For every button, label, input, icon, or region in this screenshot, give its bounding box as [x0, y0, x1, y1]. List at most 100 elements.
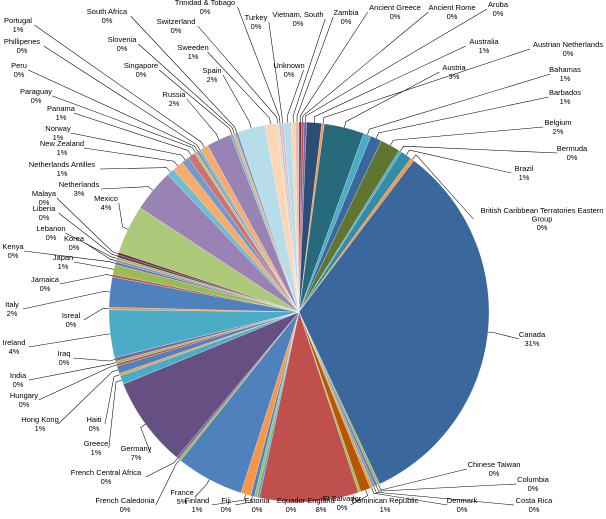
leader-line-trinidad-tobago	[237, 6, 281, 124]
leader-line-peru	[28, 69, 198, 152]
slice-label-vietnam-south: Vietnam, South 0%	[272, 10, 323, 28]
leader-line-portugal	[34, 24, 205, 148]
slice-label-isreal: Isreal 0%	[62, 311, 81, 329]
leader-line-sweeden	[207, 51, 271, 125]
pie-slice-england	[259, 311, 359, 503]
slice-label-ancient-greece: Ancient Greece 0%	[369, 3, 421, 21]
slice-label-korea: Korea 0%	[64, 234, 85, 252]
leader-line-panama	[73, 112, 192, 156]
leader-line-france	[194, 479, 210, 498]
slice-label-slovenia: Slovenia 0%	[108, 35, 138, 53]
slice-label-south-africa: South Africa 0%	[87, 7, 128, 25]
leader-line-austrian-netherlands	[322, 48, 531, 124]
leader-line-denmark	[371, 487, 448, 506]
leader-line-chinese-taiwan	[378, 468, 467, 491]
slice-label-jamaica: Jamaica 0%	[31, 275, 60, 293]
leader-line-brazil	[405, 149, 512, 174]
leader-line-aruba	[305, 8, 488, 123]
slice-label-ancient-rome: Ancient Rome 0%	[428, 3, 475, 21]
leader-line-phillipenes	[43, 45, 201, 151]
slice-label-columbia: Columbia 0%	[517, 475, 550, 493]
slice-label-brazil: Brazil 1%	[515, 164, 534, 182]
leader-line-hungary	[38, 364, 117, 401]
slice-label-portugal: Portugal 1%	[4, 16, 32, 34]
leader-line-canada	[487, 331, 520, 340]
slice-label-england: England 8%	[307, 496, 335, 514]
leader-line-costa-rica	[373, 486, 515, 506]
slice-label-canada: Canada 31%	[519, 330, 546, 348]
slice-label-germany: Germany 7%	[121, 444, 152, 462]
leader-line-british-caribbean-terratories-eastern-group	[412, 154, 474, 220]
slice-label-france: France 5%	[170, 488, 193, 506]
leader-line-spain	[222, 74, 252, 129]
leader-line-zambia	[296, 16, 334, 123]
slice-label-turkey: Turkey 0%	[245, 13, 268, 31]
slice-label-italy: Italy 2%	[5, 300, 19, 318]
slice-label-barbados: Barbados 1%	[549, 88, 581, 106]
slice-label-spain: Spain 2%	[202, 66, 221, 84]
leader-line-french-caledonia	[155, 459, 180, 506]
leader-line-malaya	[56, 197, 119, 254]
slice-label-aruba: Aruba 0%	[488, 0, 509, 18]
leader-line-finland	[211, 494, 246, 506]
slice-label-el-salvador: El Salvador 0%	[323, 494, 362, 512]
leader-line-korea	[84, 242, 117, 262]
slice-label-bahamas: Bahamas 1%	[549, 65, 581, 83]
slice-label-japan: Japan 1%	[53, 253, 73, 271]
slice-label-bermuda: Bermuda 0%	[557, 144, 588, 162]
leader-line-russia	[186, 98, 220, 140]
slice-label-french-central-africa: French Central Africa 0%	[71, 468, 142, 486]
leader-line-unknown	[286, 69, 304, 123]
leader-line-india	[28, 362, 116, 381]
slice-label-estonia: Estonia 0%	[244, 496, 270, 514]
slice-label-hungary: Hungary 0%	[10, 391, 39, 409]
leader-line-paraguay	[52, 95, 196, 153]
leader-line-bahamas	[367, 73, 551, 135]
slice-label-switzerland: Switzerland 0%	[157, 17, 196, 35]
leader-line-kenya	[23, 250, 116, 264]
leader-line-singapore	[159, 69, 233, 135]
slice-label-peru: Peru 0%	[11, 61, 27, 79]
slice-label-equador: Equador 0%	[277, 496, 306, 514]
slice-label-netherlands-antilles: Netherlands Antilles 1%	[29, 160, 96, 178]
slice-label-paraguay: Paraguay 0%	[20, 87, 52, 105]
leader-line-columbia	[375, 483, 517, 492]
slice-label-norway: Norway 1%	[45, 124, 71, 142]
leader-line-ireland	[28, 333, 111, 348]
leader-line-germany	[140, 423, 151, 454]
slice-label-phillipenes: Phillipenes 0%	[4, 37, 41, 55]
slice-label-iraq: Iraq 0%	[58, 349, 71, 367]
leader-line-hong-kong	[58, 369, 119, 425]
leader-line-austria	[344, 71, 440, 128]
leader-line-french-central-africa	[145, 458, 178, 478]
slice-label-ireland: Ireland 4%	[3, 338, 26, 356]
slice-label-singapore: Singapore 0%	[124, 61, 158, 79]
slice-label-russia: Russia 2%	[163, 90, 187, 108]
leader-line-south-africa	[130, 15, 237, 133]
slice-label-unknown: Unknown 0%	[273, 61, 304, 79]
leader-line-ancient-greece	[300, 11, 369, 122]
leader-line-new-zealand	[83, 147, 178, 166]
slice-label-belgium: Belgium 2%	[544, 118, 571, 136]
leader-line-haiti	[104, 374, 120, 425]
slice-label-india: India 0%	[10, 371, 27, 389]
slice-label-chinese-taiwan: Chinese Taiwan 0%	[468, 460, 521, 478]
leader-line-slovenia	[138, 43, 235, 134]
slice-label-lebanon: Lebanon 0%	[36, 224, 65, 242]
leader-line-italy	[22, 291, 111, 310]
slice-label-trinidad-tobago: Trinidad & Tobago 0%	[175, 0, 235, 16]
leader-line-isreal	[83, 308, 110, 321]
pie-slice-zambia	[295, 121, 300, 313]
leader-line-switzerland	[197, 25, 278, 124]
leader-line-bermuda	[400, 145, 558, 154]
slice-label-fiji: Fiji 0%	[221, 496, 232, 514]
leader-line-australia	[313, 45, 466, 123]
slice-label-mexico: Mexico 4%	[94, 194, 118, 212]
slice-label-costa-rica: Costa Rica 0%	[516, 496, 554, 514]
leader-line-ancient-rome	[302, 11, 429, 123]
slice-label-new-zealand: New Zealand 1%	[40, 139, 84, 157]
slice-label-denmark: Denmark 0%	[447, 496, 478, 514]
